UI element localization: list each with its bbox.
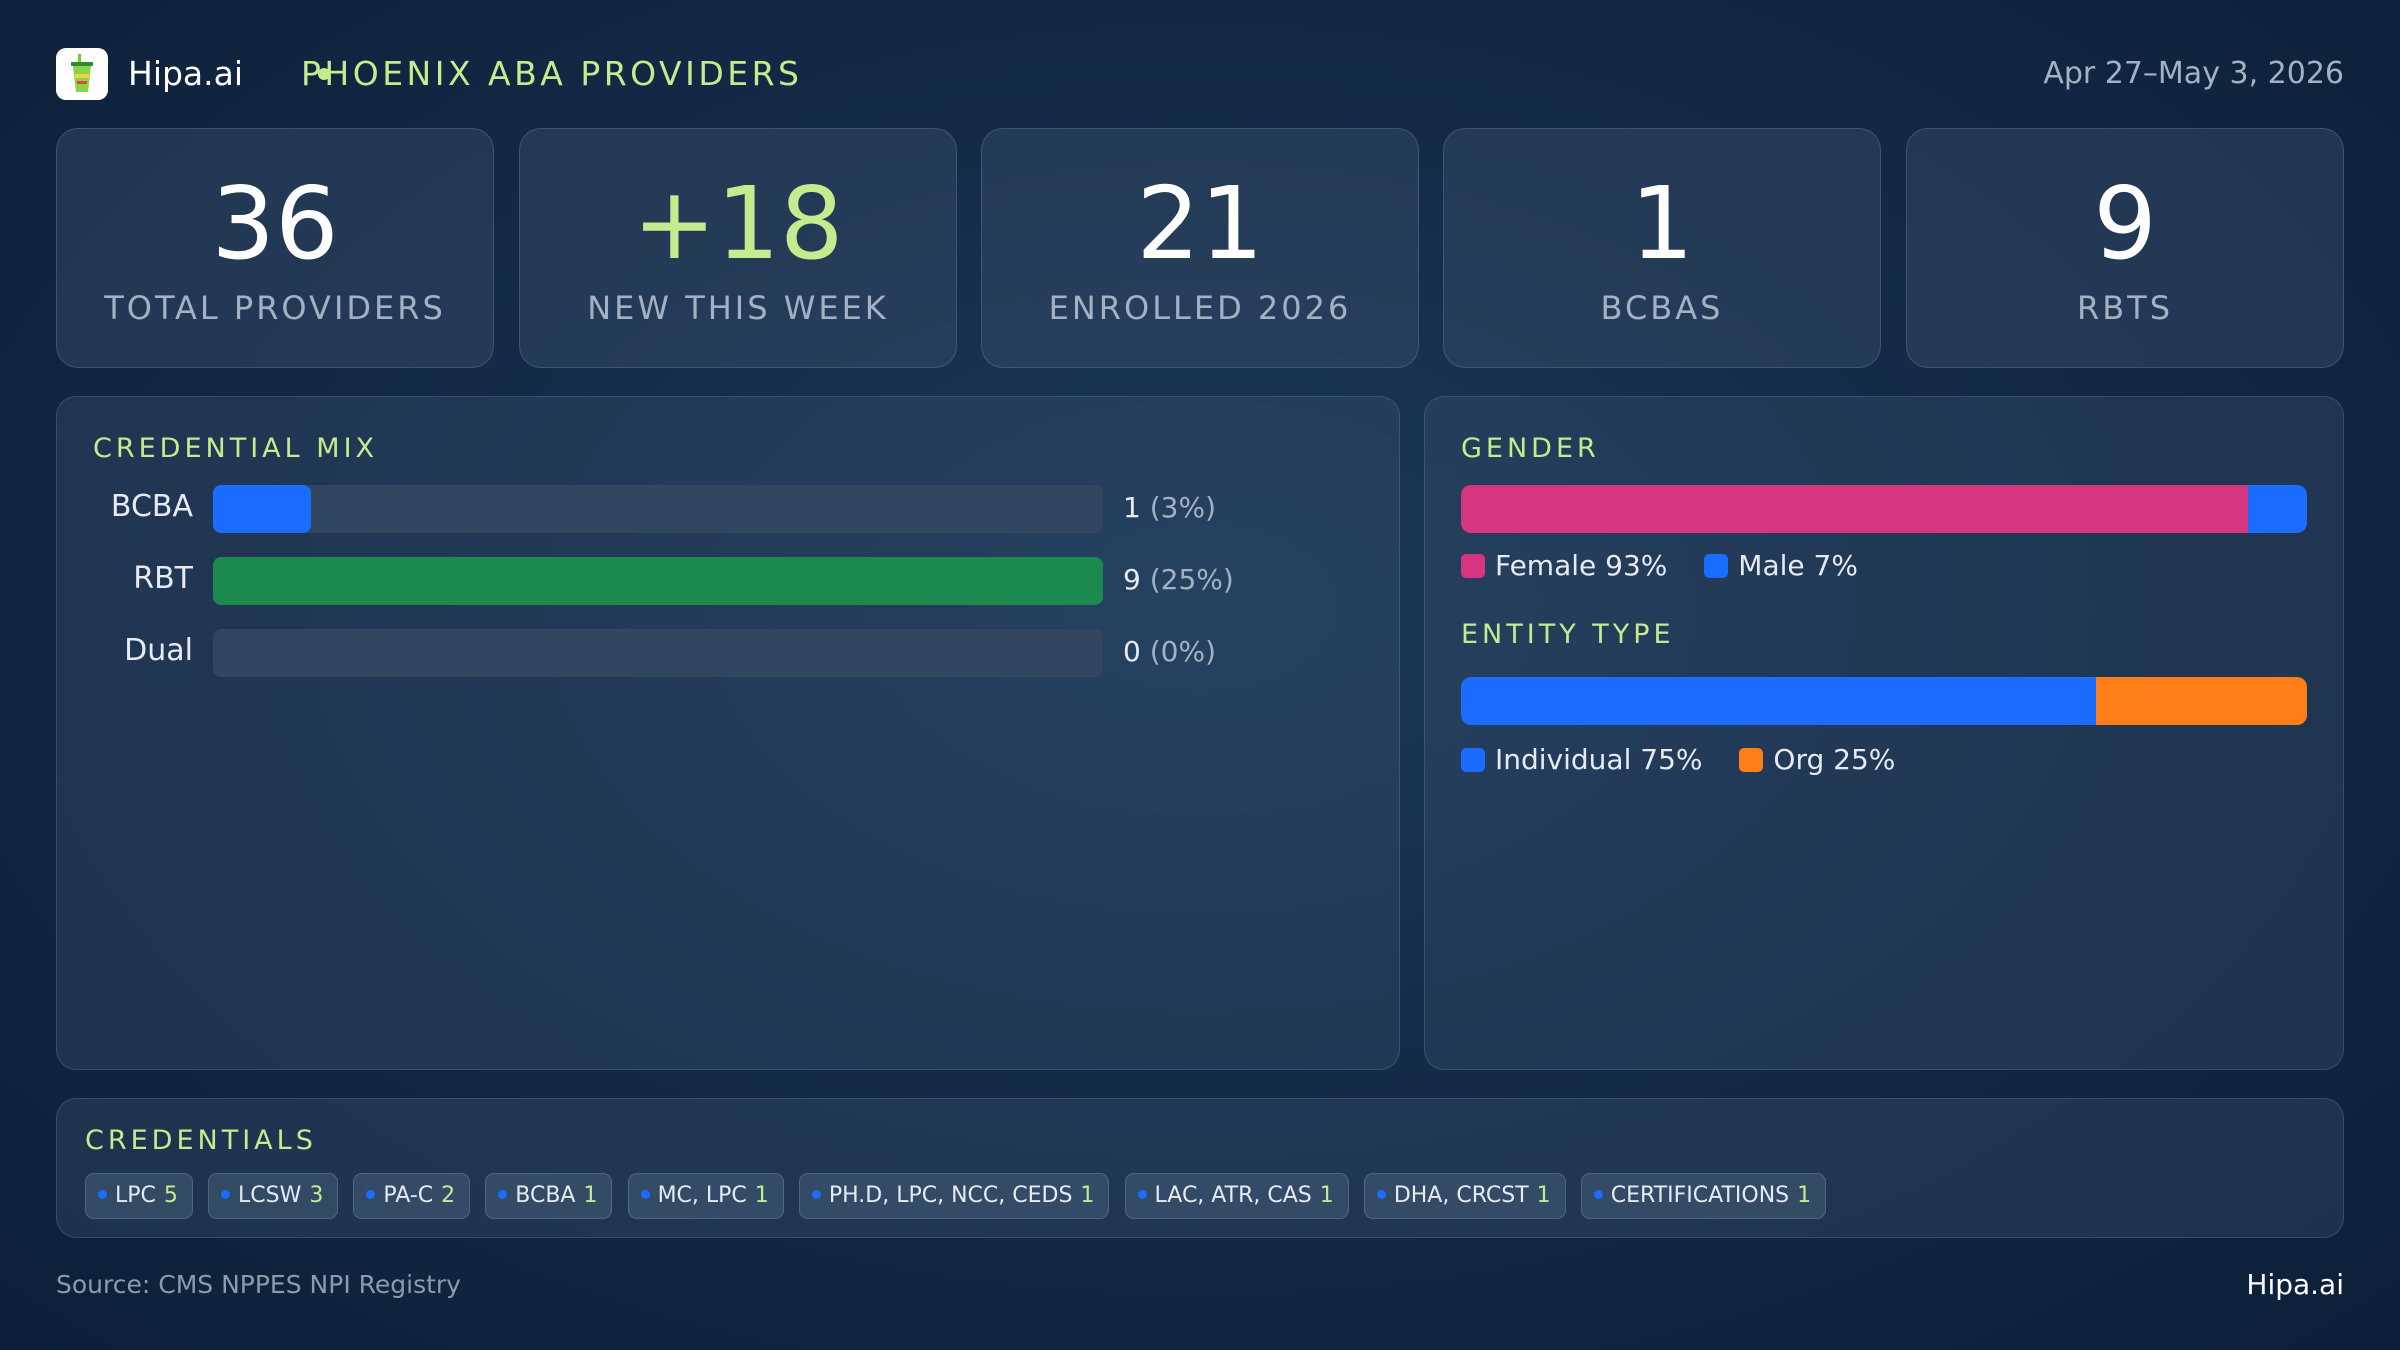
chip-dot [366,1190,376,1199]
credentials-panel: CREDENTIALS LPC 5 LCSW 3 PA-C 2 BCBA 1 MC, L… [56,1098,2344,1238]
kpi-label: TOTAL PROVIDERS [104,289,446,327]
gender-segment-male [2247,485,2307,533]
legend-swatch [1704,554,1729,578]
bar-value: 0 (0%) [1123,635,1217,668]
data-source: Source: CMS NPPES NPI Registry [56,1270,461,1299]
kpi-bcbas: 1 BCBAS [1443,128,1881,368]
panel-title: CREDENTIAL MIX [93,433,379,464]
bar-label: RBT [133,561,193,596]
chip-dot [1137,1190,1147,1199]
credential-chip: BCBA 1 [485,1173,613,1219]
entity-segment-org [2095,677,2307,725]
bar-track [213,629,1103,677]
gender-stacked-bar [1461,485,2307,533]
chip-dot [98,1190,107,1199]
credential-chip: LCSW 3 [207,1173,339,1219]
credential-chip: PH.D, LPC, NCC, CEDS 1 [798,1173,1110,1219]
date-range: Apr 27–May 3, 2026 [2043,56,2344,91]
kpi-label: BCBAS [1600,289,1724,327]
kpi-enrolled-2026: 21 ENROLLED 2026 [981,128,1419,368]
legend-swatch [1461,748,1485,772]
entity-segment-individual [1461,677,2096,725]
kpi-label: ENROLLED 2026 [1048,289,1352,327]
separator-dot [318,68,330,80]
kpi-label: NEW THIS WEEK [587,289,889,327]
chip-dot [1593,1190,1603,1199]
kpi-rbts: 9 RBTS [1906,128,2344,368]
chip-dot [811,1190,821,1199]
bar-fill [213,557,1103,605]
gender-legend: Female 93% Male 7% [1461,549,1886,585]
demographics-panel: GENDER Female 93% Male 7% ENTITY TYPE In… [1424,396,2344,1070]
bar-track [213,485,1103,533]
bar-fill [213,485,311,533]
credential-chips: LPC 5 LCSW 3 PA-C 2 BCBA 1 MC, LPC 1 PH.D, LP… [85,1173,2315,1219]
panel-title: GENDER [1461,433,1600,464]
chip-dot [498,1190,508,1199]
credential-chip: LAC, ATR, CAS 1 [1124,1173,1349,1219]
kpi-value: 36 [211,165,339,282]
bar-label: BCBA [110,489,193,524]
legend-item-female: Female 93% [1461,549,1667,582]
chip-dot [1376,1190,1386,1199]
kpi-value: 9 [2093,165,2157,282]
kpi-total-providers: 36 TOTAL PROVIDERS [56,128,494,368]
kpi-label: RBTS [2076,289,2174,327]
panel-title: ENTITY TYPE [1461,619,1675,650]
entity-legend: Individual 75% Org 25% [1461,743,1923,779]
bar-track [213,557,1103,605]
kpi-value: +18 [632,165,844,282]
brand-name: Hipa.ai [128,54,244,93]
kpi-new-this-week: +18 NEW THIS WEEK [519,128,957,368]
credential-chip: CERTIFICATIONS 1 [1580,1173,1827,1219]
legend-item-male: Male 7% [1704,549,1858,582]
legend-swatch [1739,748,1764,772]
gender-segment-female [1461,485,2248,533]
credential-chip: LPC 5 [85,1173,193,1219]
legend-item-org: Org 25% [1739,743,1895,776]
credential-mix-panel: CREDENTIAL MIX BCBA 1 (3%) RBT 9 (25%) D… [56,396,1400,1070]
entity-stacked-bar [1461,677,2307,725]
panel-title: CREDENTIALS [85,1125,317,1156]
legend-item-individual: Individual 75% [1461,743,1703,776]
credential-chip: PA-C 2 [353,1173,471,1219]
credential-chip: DHA, CRCST 1 [1363,1173,1566,1219]
page-title: PHOENIX ABA PROVIDERS [301,54,803,93]
kpi-value: 1 [1630,165,1694,282]
chip-dot [640,1190,650,1199]
credential-chip: MC, LPC 1 [627,1173,784,1219]
legend-swatch [1461,554,1485,578]
bar-value: 1 (3%) [1123,491,1217,524]
cup-icon [56,48,108,100]
bar-label: Dual [124,633,193,668]
footer-brand: Hipa.ai [2246,1268,2344,1301]
chip-dot [220,1190,230,1199]
kpi-value: 21 [1136,165,1264,282]
bar-value: 9 (25%) [1123,563,1234,596]
header: Hipa.ai PHOENIX ABA PROVIDERS Apr 27–May… [56,46,2344,102]
